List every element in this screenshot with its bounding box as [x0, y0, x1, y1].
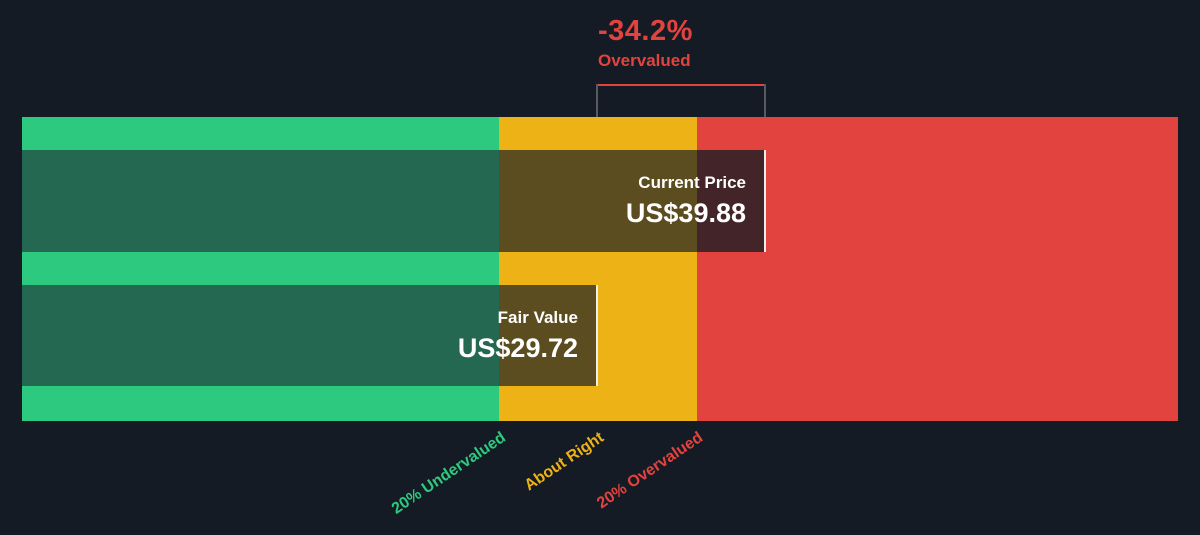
price-range-bracket — [598, 84, 764, 86]
zone-strip-top — [22, 117, 1178, 150]
fair-value-track: Fair Value US$29.72 — [22, 285, 1178, 386]
valuation-annotation: -34.2% Overvalued — [598, 15, 693, 72]
valuation-status-label: Overvalued — [598, 51, 691, 70]
fair-value-label: Fair Value US$29.72 — [458, 306, 578, 366]
axis-label-overvalued: 20% Overvalued — [594, 429, 707, 513]
zone-strip-middle — [22, 252, 1178, 285]
valuation-zones-chart: Current Price US$39.88 Fair Value US$29.… — [22, 117, 1178, 421]
current-price-title: Current Price — [638, 173, 746, 192]
axis-label-about-right: About Right — [522, 429, 608, 495]
current-price-track: Current Price US$39.88 — [22, 150, 1178, 252]
zone-strip-bottom — [22, 386, 1178, 421]
fair-value-bar: Fair Value US$29.72 — [22, 285, 598, 386]
valuation-percent: -34.2% — [598, 15, 693, 47]
current-price-label: Current Price US$39.88 — [626, 171, 746, 231]
current-price-bar: Current Price US$39.88 — [22, 150, 766, 252]
axis-label-undervalued: 20% Undervalued — [388, 429, 509, 518]
fair-value-title: Fair Value — [497, 307, 578, 327]
current-price-value: US$39.88 — [625, 198, 746, 228]
fair-value-value: US$29.72 — [457, 332, 578, 363]
